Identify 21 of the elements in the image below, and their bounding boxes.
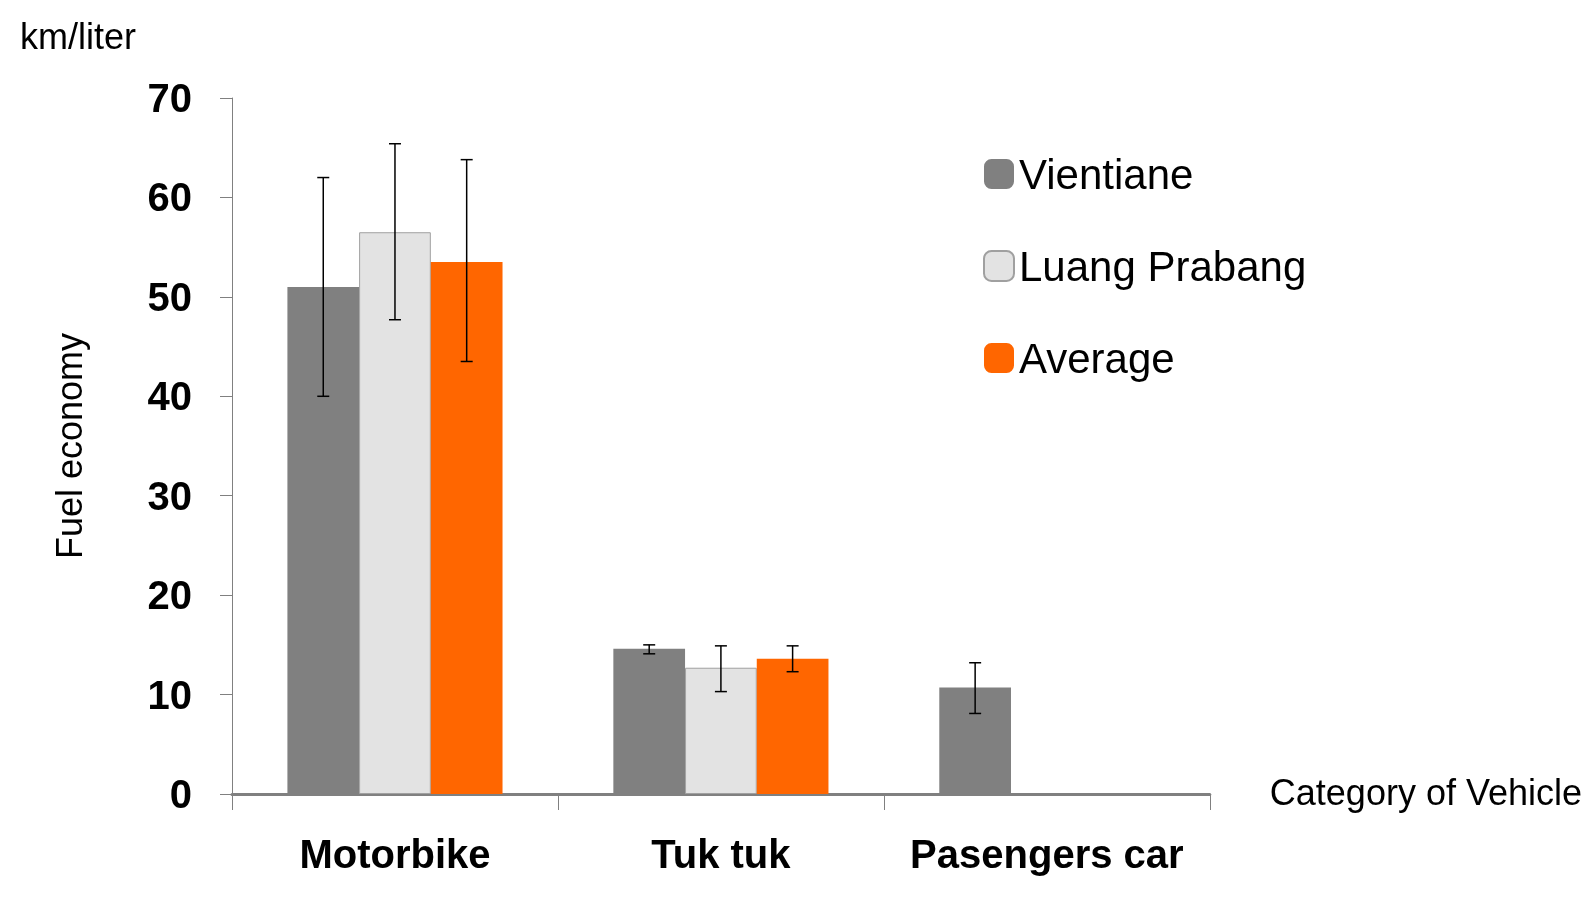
x-tick-label: Pasengers car xyxy=(910,832,1184,876)
legend-label: Average xyxy=(1019,334,1175,382)
x-tick-label: Tuk tuk xyxy=(651,832,792,876)
text: km/liter xyxy=(20,15,137,57)
legend-label: Vientiane xyxy=(1019,150,1194,198)
y-tick-label: 0 xyxy=(169,772,192,816)
legend-label: Luang Prabang xyxy=(1019,242,1307,290)
y-tick-label: 20 xyxy=(147,573,192,618)
y-tick-label: 30 xyxy=(147,473,192,518)
bar xyxy=(685,667,757,794)
bar xyxy=(359,232,431,794)
y-axis-title: Fuel economy xyxy=(48,332,90,560)
y-tick-label: 70 xyxy=(147,76,192,120)
x-tick-label: Motorbike xyxy=(299,832,491,876)
bar xyxy=(756,658,829,794)
bar xyxy=(430,262,503,794)
y-tick-label: 50 xyxy=(147,274,192,319)
y-tick-label: 10 xyxy=(147,672,192,717)
y-tick-label: 40 xyxy=(147,374,192,419)
y-tick-label: 60 xyxy=(147,175,192,220)
x-axis-title: Category of Vehicle xyxy=(1269,771,1582,813)
